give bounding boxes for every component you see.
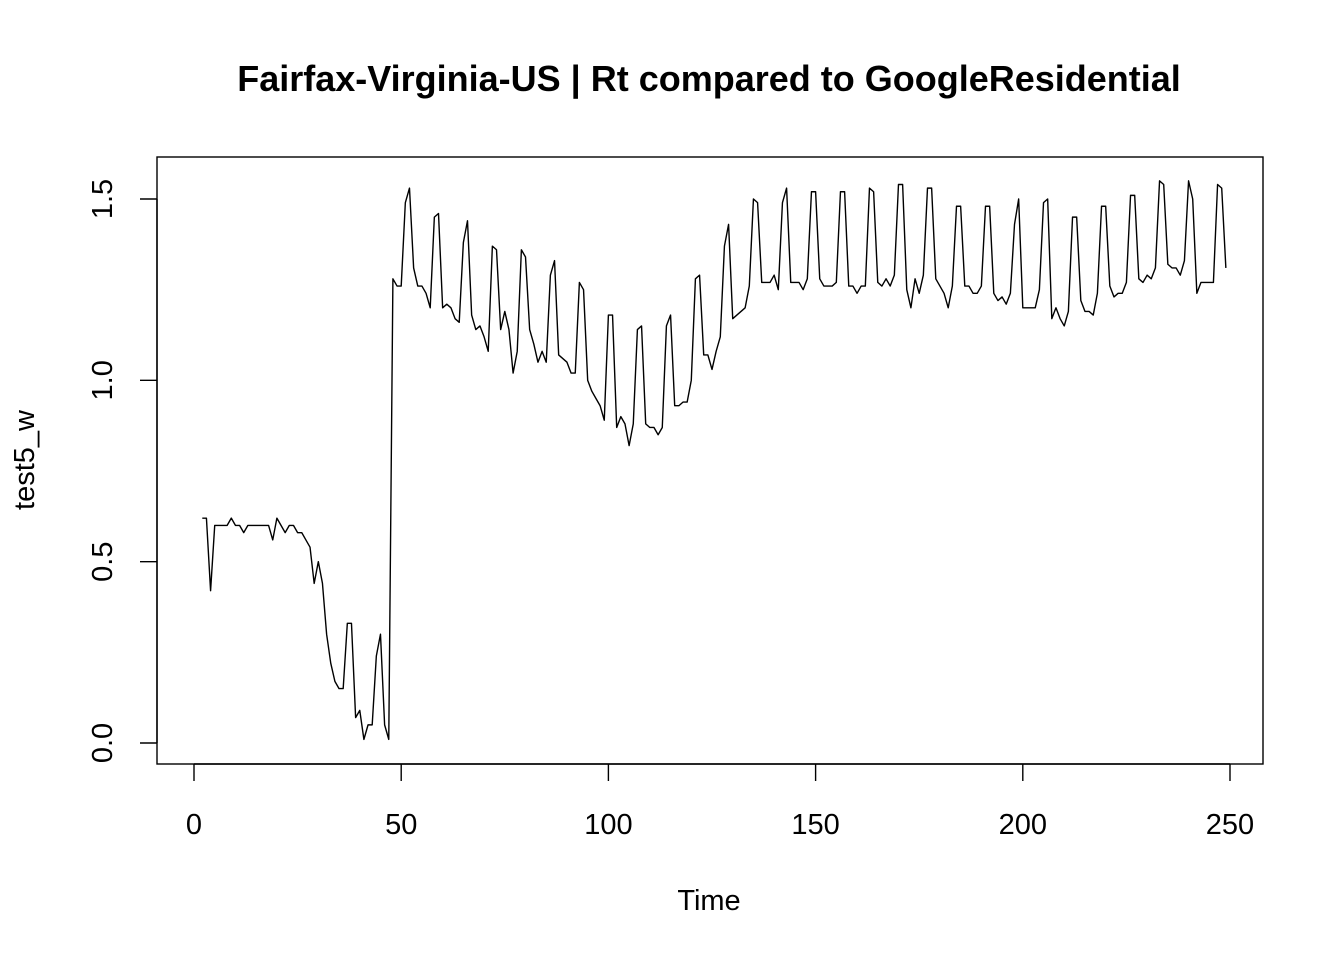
x-tick-label: 200 (999, 809, 1047, 841)
x-axis-label: Time (677, 885, 740, 917)
x-axis: 0 50 100 150 200 250 (186, 763, 1254, 841)
x-tick-label: 50 (385, 809, 417, 841)
plot-area-box (156, 156, 1264, 765)
y-tick-label: 0.0 (87, 723, 119, 763)
y-tick-label: 0.5 (87, 542, 119, 582)
x-tick-label: 100 (584, 809, 632, 841)
x-tick-label: 250 (1206, 809, 1254, 841)
x-tick-label: 0 (186, 809, 202, 841)
chart-title: Fairfax-Virginia-US | Rt compared to Goo… (237, 58, 1181, 100)
series-line (202, 180, 1227, 741)
y-tick-label: 1.0 (87, 360, 119, 400)
y-axis: 0.0 0.5 1.0 1.5 (87, 179, 158, 763)
x-tick-label: 150 (791, 809, 839, 841)
y-axis-label: test5_w (9, 409, 41, 510)
y-tick-label: 1.5 (87, 179, 119, 219)
